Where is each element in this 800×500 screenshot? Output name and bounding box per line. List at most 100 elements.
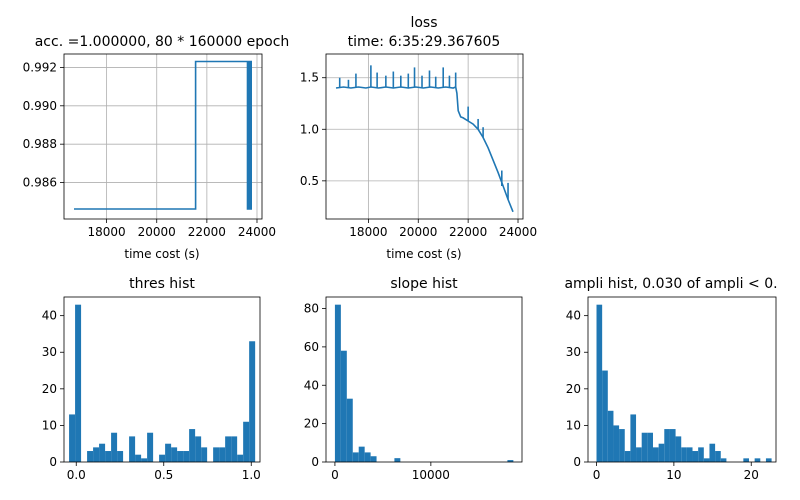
thres_hist-ytick-label-2: 20 (42, 382, 57, 396)
ampli_hist-bar-15 (681, 447, 687, 462)
slope_hist-ytick-label-3: 60 (304, 340, 319, 354)
ampli_hist-bar-9 (647, 432, 653, 462)
thres-hist-title: thres hist (129, 276, 195, 292)
acc-xtick-label-1: 20000 (138, 225, 176, 239)
ampli_hist-ytick-label-4: 40 (566, 309, 581, 323)
ampli-hist-title: ampli hist, 0.030 of ampli < 0. (564, 276, 777, 292)
ampli_hist-bar-7 (636, 447, 642, 462)
thres_hist-bar-27 (231, 436, 238, 462)
ampli_hist-bar-30 (765, 458, 772, 462)
thres_hist-bar-7 (111, 432, 118, 462)
thres_hist-ytick-label-4: 40 (42, 309, 57, 323)
acc-frame (63, 53, 263, 220)
slope_hist-ytick-label-2: 40 (304, 378, 319, 392)
slope-hist-title: slope hist (390, 276, 458, 292)
thres_hist-bar-28 (237, 454, 244, 462)
ampli_hist-bar-26 (743, 458, 749, 462)
ampli_hist-bar-13 (669, 429, 676, 462)
loss-ytick-label-1: 1.0 (300, 122, 319, 136)
ampli_hist-bar-10 (652, 447, 659, 462)
thres_hist-ytick-label-1: 10 (42, 418, 57, 432)
slope_hist-ytick-label-4: 80 (304, 302, 319, 316)
slope_hist-ytick-label-0: 0 (311, 455, 319, 469)
ampli_hist-bar-8 (641, 432, 648, 462)
acc-xtick-label-2: 22000 (188, 225, 226, 239)
ampli_hist-bar-5 (624, 451, 631, 462)
ampli_hist-ytick-label-3: 30 (566, 345, 581, 359)
thres_hist-bar-16 (165, 443, 172, 462)
thres_hist-bar-1 (75, 304, 82, 462)
loss-frame (325, 53, 524, 220)
acc-xtick-label-3: 24000 (238, 225, 276, 239)
slope_hist-bar-1 (340, 350, 347, 462)
thres_hist-bar-26 (225, 436, 232, 462)
ampli_hist-axes: 0 10 20 0 10 20 30 40 (566, 296, 777, 482)
loss-xtick-label-3: 24000 (499, 225, 537, 239)
ampli_hist-bar-19 (703, 458, 710, 462)
thres_hist-bar-20 (189, 429, 196, 462)
thres_hist-bar-11 (135, 454, 142, 462)
ampli_hist-bar-1 (602, 370, 608, 462)
thres_hist-xtick-label-2: 1.0 (242, 468, 261, 482)
slope_hist-frame (325, 296, 523, 463)
thres_hist-axes: 0.0 0.5 1.0 0 10 20 30 40 (42, 296, 261, 482)
plots-layer: 18000 20000 22000 240000.9860.9880.9900.992… (23, 53, 777, 482)
acc-series-line (74, 60, 252, 210)
thres_hist-bar-13 (147, 432, 154, 462)
thres_hist-bar-24 (213, 447, 220, 462)
slope_hist-axes: 0 10000 0 20 40 60 80 (304, 296, 523, 482)
ampli_hist-bar-20 (709, 443, 716, 462)
thres_hist-frame (63, 296, 261, 463)
thres_hist-bar-5 (99, 443, 106, 462)
thres_hist-bar-25 (219, 447, 226, 462)
ampli_hist-xtick-label-2: 20 (744, 468, 759, 482)
ampli_hist-ytick-label-1: 10 (566, 418, 581, 432)
thres_hist-bar-18 (177, 451, 184, 462)
slope_hist-bar-5 (364, 452, 371, 462)
thres_hist-bar-10 (129, 436, 136, 462)
slope_hist-xtick-label-1: 10000 (412, 468, 450, 482)
thres_hist-bar-3 (87, 451, 94, 462)
thres_hist-bar-15 (159, 454, 166, 462)
ampli_hist-ytick-label-2: 20 (566, 382, 581, 396)
ampli_hist-bar-12 (664, 429, 670, 462)
thres_hist-bar-0 (69, 414, 76, 462)
slope_hist-bar-4 (358, 446, 365, 462)
ampli_hist-bar-2 (607, 410, 614, 462)
thres_hist-bar-29 (243, 421, 250, 462)
loss-axes: 18000 20000 22000 24000 0.5 1.0 1.5 (300, 53, 537, 239)
ampli_hist-xtick-label-1: 10 (666, 468, 681, 482)
ampli_hist-bar-14 (675, 436, 682, 462)
ampli_hist-bar-28 (754, 458, 761, 462)
acc-ytick-label-1: 0.988 (23, 137, 57, 151)
ampli_hist-bar-18 (698, 447, 704, 462)
acc-ytick-label-3: 0.992 (23, 60, 57, 74)
acc-ytick-label-2: 0.990 (23, 99, 57, 113)
thres_hist-bar-6 (105, 451, 112, 462)
acc-xtick-label-0: 18000 (88, 225, 126, 239)
loss-title: loss (410, 15, 437, 31)
acc-oscillation-band (247, 61, 252, 210)
ampli_hist-frame (587, 296, 777, 463)
thres_hist-bar-21 (195, 436, 202, 462)
acc-title: acc. =1.000000, 80 * 160000 epoch (35, 34, 290, 50)
loss-ytick-label-2: 1.5 (300, 71, 319, 85)
ampli_hist-bar-4 (619, 429, 625, 462)
slope_hist-xtick-label-0: 0 (331, 468, 339, 482)
acc-ytick-label-0: 0.986 (23, 176, 57, 190)
ampli_hist-bar-21 (715, 451, 721, 462)
slope_hist-ytick-label-1: 20 (304, 417, 319, 431)
ampli_hist-bar-6 (630, 414, 637, 462)
thres_hist-bar-17 (171, 447, 178, 462)
loss-xtick-label-2: 22000 (449, 225, 487, 239)
slope_hist-bar-3 (352, 452, 359, 462)
slope_hist-bar-10 (394, 458, 401, 462)
thres_hist-bar-12 (141, 458, 148, 462)
thres_hist-ytick-label-0: 0 (49, 455, 57, 469)
ampli_hist-bar-11 (658, 443, 665, 462)
thres_hist-xtick-label-1: 0.5 (154, 468, 173, 482)
thres_hist-xtick-label-0: 0.0 (67, 468, 86, 482)
ampli_hist-bar-0 (596, 304, 603, 462)
loss-xlabel: time cost (s) (386, 247, 461, 261)
